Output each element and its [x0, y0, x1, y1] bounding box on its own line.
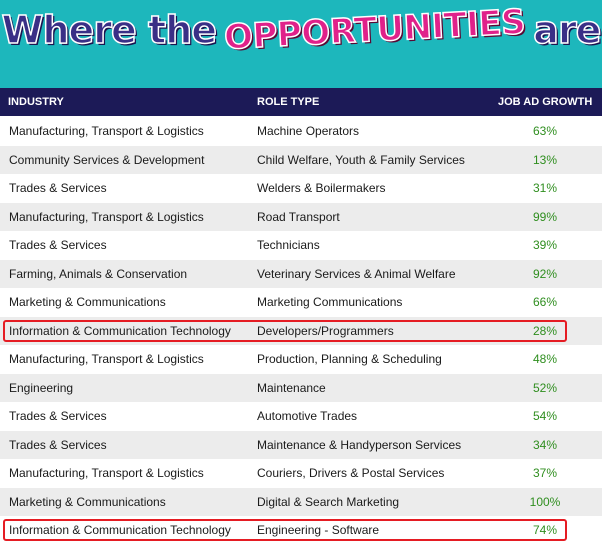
job-ad-growth-cell: 100%: [529, 494, 561, 509]
table-row: Engineering Maintenance 52%: [0, 373, 602, 402]
role-type-cell: Veterinary Services & Animal Welfare: [257, 266, 456, 281]
role-type-cell: Production, Planning & Scheduling: [257, 352, 442, 366]
role-type-cell: Marketing Communications: [257, 295, 403, 309]
industry-cell: Information & Communication Technology: [9, 323, 231, 338]
table-header: INDUSTRY ROLE TYPE JOB AD GROWTH: [0, 88, 602, 116]
role-type-cell: Maintenance: [257, 380, 326, 395]
title-banner: Where the OPPORTUNITIES are: [0, 0, 602, 88]
title-part-2: are: [533, 7, 602, 53]
industry-cell: Marketing & Communications: [9, 494, 166, 509]
table-row: Marketing & Communications Digital & Sear…: [0, 487, 602, 516]
role-type-cell: Machine Operators: [257, 124, 360, 138]
industry-cell: Marketing & Communications: [9, 295, 166, 309]
role-type-cell: Child Welfare, Youth & Family Services: [257, 152, 465, 167]
job-ad-growth-cell: 37%: [532, 466, 558, 480]
table-row: Community Services & Development Child We…: [0, 145, 602, 174]
table-row: Trades & Services Automotive Trades 54%: [0, 402, 602, 430]
job-ad-growth-cell: 31%: [532, 181, 558, 195]
job-ad-growth-cell: 13%: [532, 152, 558, 167]
industry-cell: Manufacturing, Transport & Logistics: [9, 352, 204, 366]
job-ad-growth-cell: 34%: [532, 437, 558, 452]
job-ad-growth-cell: 54%: [532, 409, 558, 423]
industry-cell: Trades & Services: [9, 238, 107, 252]
role-type-cell: Couriers, Drivers & Postal Services: [257, 466, 445, 480]
table-row: Marketing & Communications Marketing Comm…: [0, 288, 602, 316]
role-type-cell: Developers/Programmers: [257, 323, 394, 338]
job-ad-growth-cell: 66%: [532, 295, 558, 309]
job-ad-growth-cell: 28%: [532, 323, 558, 338]
industry-cell: Manufacturing, Transport & Logistics: [9, 466, 204, 480]
header-job-ad-growth: JOB AD GROWTH: [498, 96, 593, 108]
industry-cell: Farming, Animals & Conservation: [9, 266, 188, 281]
role-type-cell: Automotive Trades: [257, 409, 358, 423]
header-industry: INDUSTRY: [8, 96, 64, 108]
job-ad-growth-cell: 48%: [532, 352, 558, 366]
role-type-cell: Engineering - Software: [257, 523, 380, 537]
job-ad-growth-cell: 74%: [532, 523, 558, 537]
title-highlight-word: OPPORTUNITIES: [222, 1, 527, 58]
role-type-cell: Technicians: [257, 238, 320, 252]
role-type-cell: Digital & Search Marketing: [257, 494, 400, 509]
header-role-type: ROLE TYPE: [257, 96, 320, 108]
table-row: Trades & Services Technicians 39%: [0, 231, 602, 259]
table-row: Farming, Animals & Conservation Veterinar…: [0, 259, 602, 288]
industry-cell: Trades & Services: [9, 181, 107, 195]
role-type-cell: Road Transport: [257, 209, 340, 224]
industry-cell: Trades & Services: [9, 409, 107, 423]
role-type-cell: Maintenance & Handyperson Services: [257, 437, 462, 452]
job-ad-growth-cell: 99%: [532, 209, 558, 224]
industry-cell: Trades & Services: [9, 437, 107, 452]
banner-title: Where the OPPORTUNITIES are: [0, 1, 602, 58]
industry-cell: Manufacturing, Transport & Logistics: [9, 124, 204, 138]
table-row: Manufacturing, Transport & Logistics Road…: [0, 202, 602, 231]
table-row: Trades & Services Welders & Boilermakers 3…: [0, 174, 602, 202]
table-row: Information & Communication Technology En…: [0, 516, 602, 544]
industry-cell: Community Services & Development: [9, 152, 205, 167]
table-row: Manufacturing, Transport & Logistics Cour…: [0, 459, 602, 487]
role-type-cell: Welders & Boilermakers: [257, 181, 386, 195]
industry-cell: Information & Communication Technology: [9, 523, 231, 537]
table-row: Manufacturing, Transport & Logistics Prod…: [0, 345, 602, 373]
job-ad-growth-cell: 52%: [532, 380, 558, 395]
job-ad-growth-cell: 63%: [532, 124, 558, 138]
title-part-1: Where the: [1, 7, 218, 53]
job-ad-growth-cell: 39%: [532, 238, 558, 252]
industry-cell: Engineering: [9, 380, 74, 395]
table-row: Trades & Services Maintenance & Handypers…: [0, 430, 602, 459]
table-row: Information & Communication Technology De…: [0, 316, 602, 345]
table-row: Manufacturing, Transport & Logistics Mach…: [0, 117, 602, 145]
job-ad-growth-cell: 92%: [532, 266, 558, 281]
industry-cell: Manufacturing, Transport & Logistics: [9, 209, 204, 224]
